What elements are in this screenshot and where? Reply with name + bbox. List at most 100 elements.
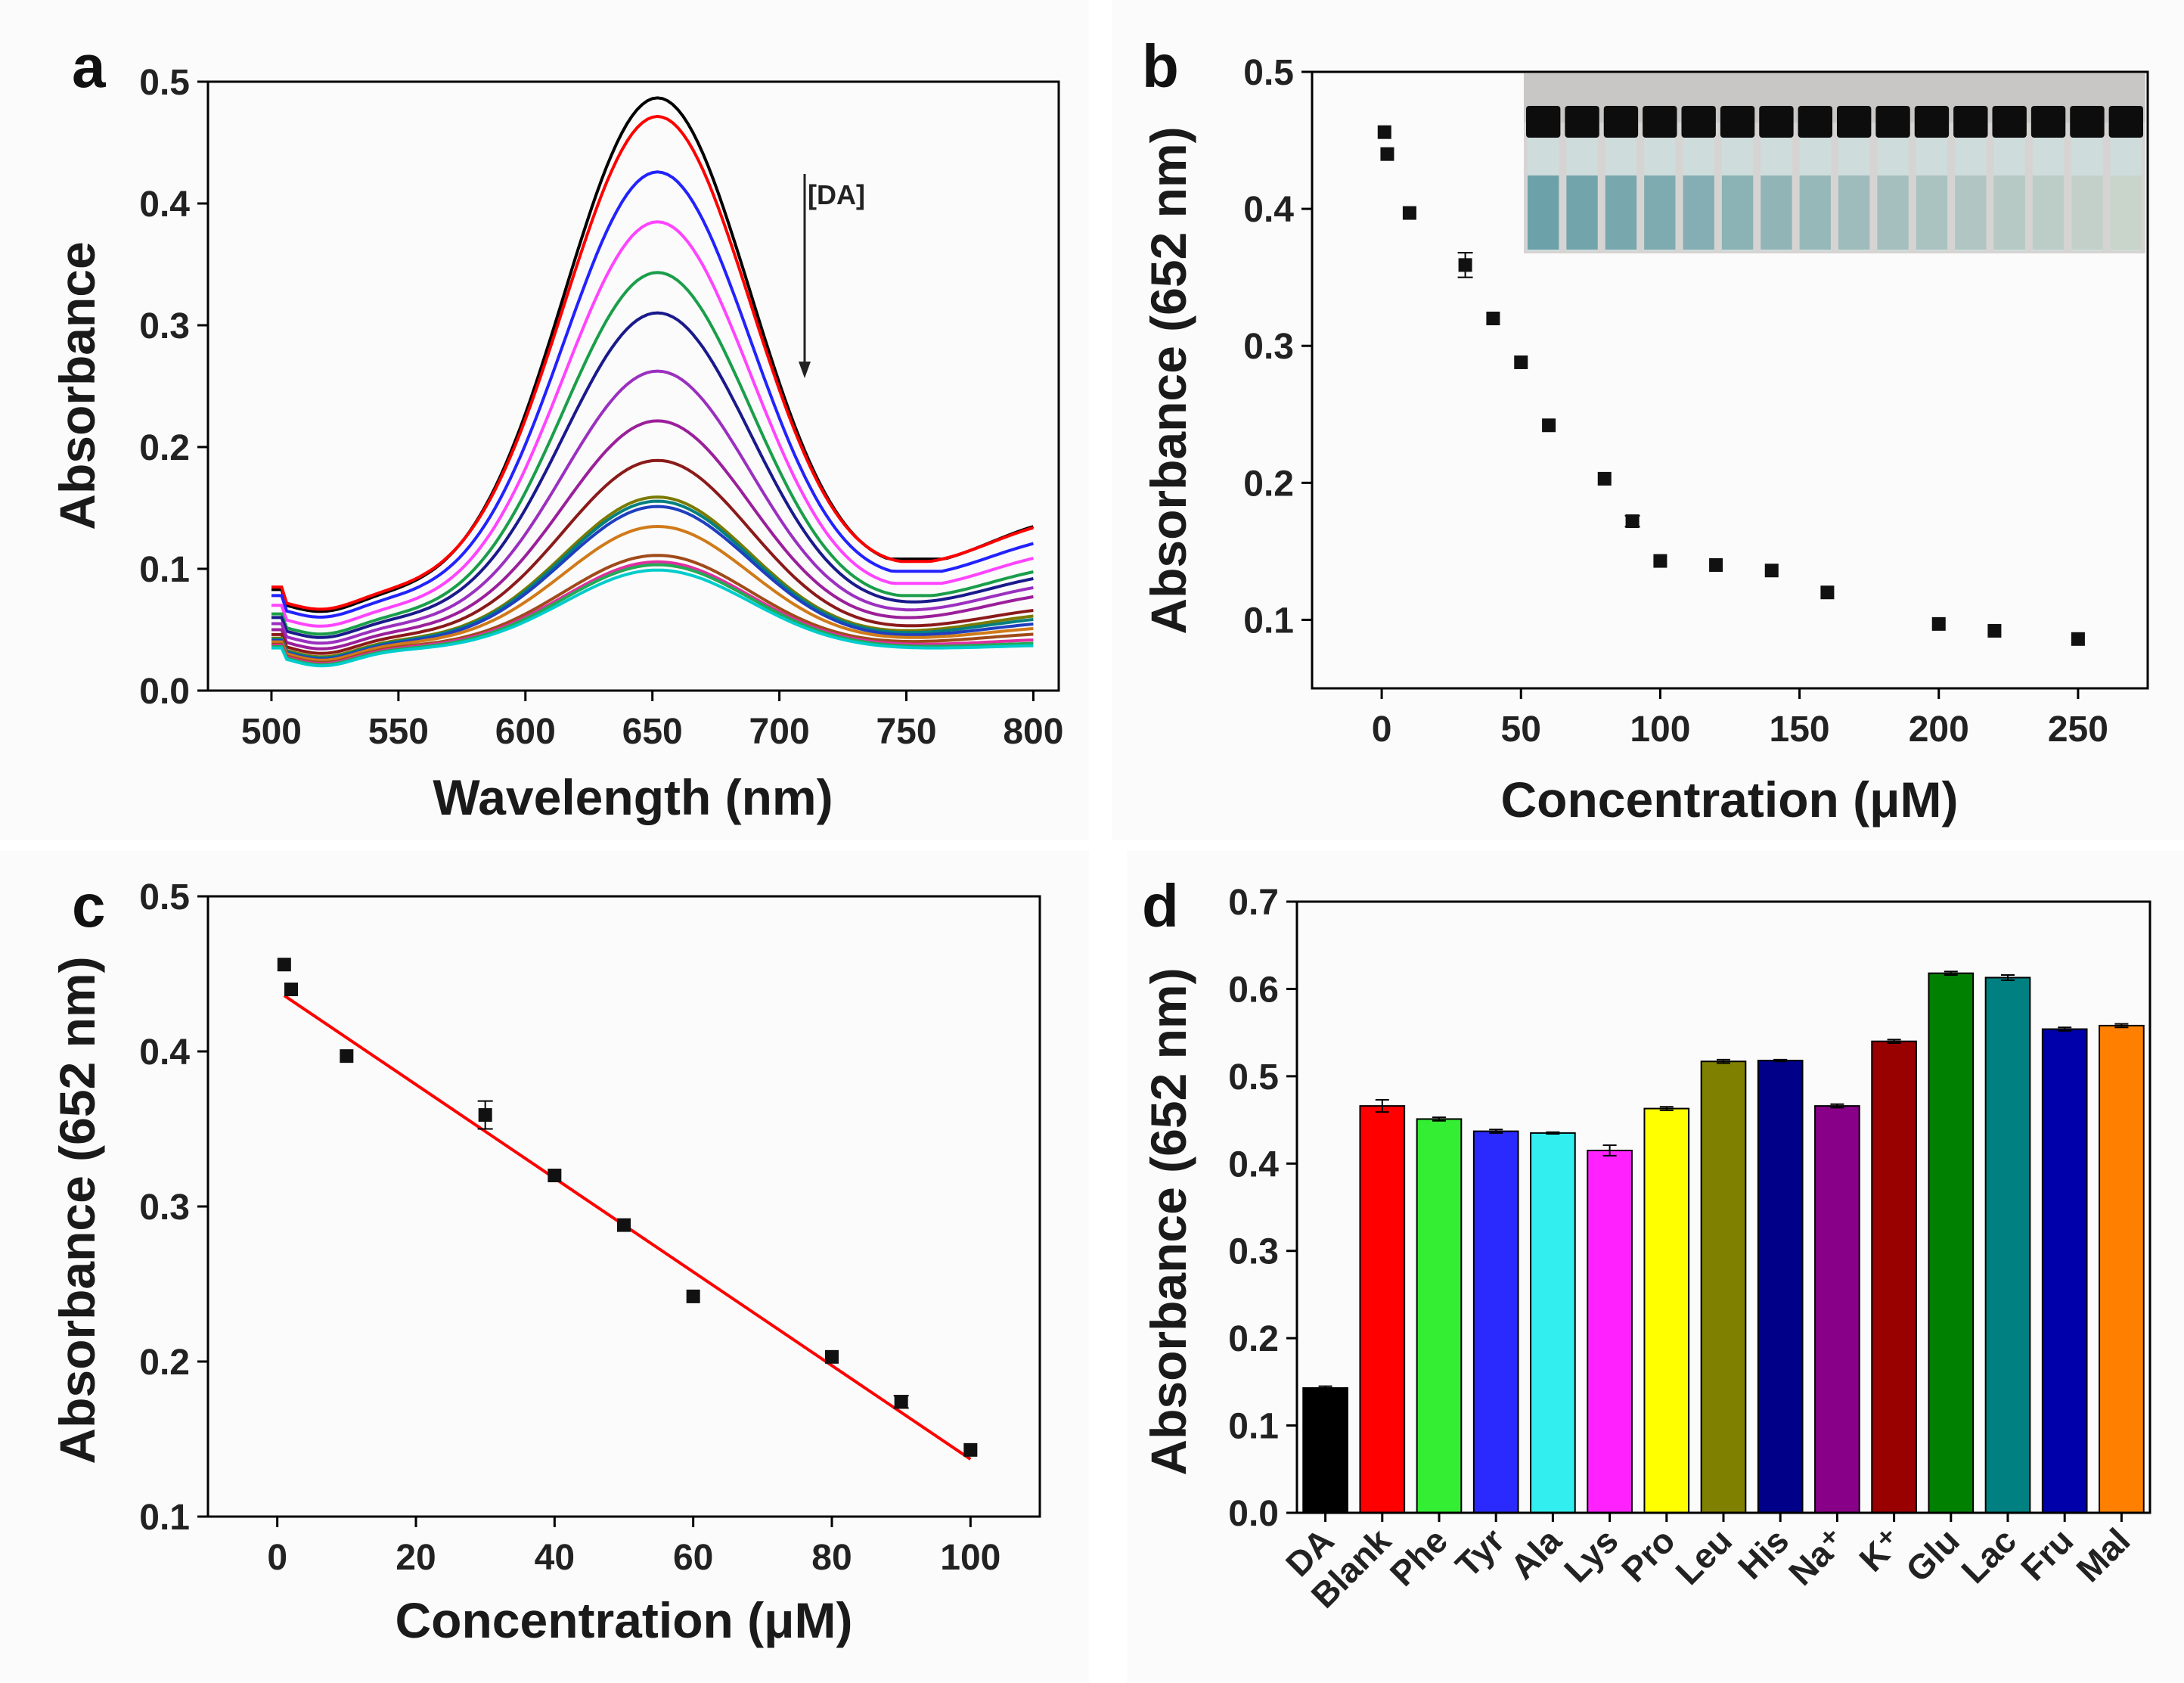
a-x-tick-label: 700 [749, 712, 810, 752]
d-y-tick-label: 0.6 [1228, 970, 1279, 1010]
vial-cap [1681, 106, 1716, 138]
vial-cap [2070, 106, 2105, 138]
c-x-tick-label: 80 [811, 1538, 852, 1578]
vial-cap [1992, 106, 2027, 138]
vial-solution [2071, 175, 2103, 250]
vial-cap [1643, 106, 1677, 138]
a-y-tick-label: 0.0 [139, 672, 190, 712]
vial-cap [1953, 106, 1988, 138]
panel-c-points [277, 958, 978, 1457]
vial-cap [1759, 106, 1794, 138]
bar-10 [1871, 1040, 1917, 1514]
vial-solution [1605, 175, 1637, 250]
b-x-tick-label: 150 [1770, 710, 1830, 750]
vial-solution [1916, 175, 1948, 250]
vial-solution [1993, 175, 2025, 250]
bar-4 [1530, 1132, 1576, 1514]
panel-d-chart: DABlankPheTyrAlaLysProLeuHisNa⁺K⁺GluLacF… [1140, 883, 2151, 1616]
absorbance-curve [271, 271, 1034, 636]
vial-solution [1955, 175, 1987, 250]
a-x-tick-label: 500 [241, 712, 302, 752]
d-y-tick-label: 0.3 [1228, 1232, 1279, 1272]
panel-letter-a: a [72, 33, 106, 100]
c-data-point [340, 1049, 354, 1064]
b-x-tick-label: 200 [1909, 710, 1969, 750]
absorbance-curve [271, 96, 1034, 613]
d-y-tick-label: 0.7 [1228, 883, 1279, 923]
vial-cap [1526, 106, 1561, 138]
panel-a-frame [206, 80, 1060, 692]
b-y-tick-label: 0.1 [1243, 601, 1294, 641]
b-data-point [1402, 206, 1416, 220]
c-data-point [478, 1108, 492, 1123]
absorbance-curve [271, 419, 1034, 651]
vial-solution [1721, 175, 1754, 250]
vial-solution [1644, 175, 1676, 250]
bar-5 [1587, 1149, 1633, 1514]
b-data-point [1377, 125, 1391, 139]
c-x-tick-label: 20 [396, 1538, 436, 1578]
vial-cap [1565, 106, 1599, 138]
vial-cap [1837, 106, 1872, 138]
vial-photo-inset [1524, 73, 2145, 253]
c-data-point [825, 1349, 839, 1364]
panel-letter-d: d [1142, 872, 1179, 939]
bar-14 [2099, 1024, 2145, 1514]
panel-a-x-axis: 500 550 600 650 700 750 800 [241, 691, 1063, 752]
absorbance-curve [271, 524, 1034, 662]
b-data-point [1764, 564, 1779, 578]
vial-cap [2108, 106, 2143, 138]
vial-solution [1528, 175, 1559, 250]
vial-solution [1566, 175, 1598, 250]
vial-solution [1683, 175, 1714, 250]
b-data-point [1987, 623, 2002, 638]
d-y-tick-label: 0.1 [1228, 1407, 1279, 1447]
vial-cap [1603, 106, 1639, 138]
d-y-tick-label: 0.5 [1228, 1057, 1279, 1098]
c-y-tick-label: 0.1 [139, 1498, 190, 1538]
b-data-point [2071, 632, 2085, 646]
da-arrow-label: [DA] [808, 179, 865, 210]
vial-solution [1877, 175, 1909, 250]
b-data-point [1625, 514, 1640, 529]
bar-6 [1643, 1107, 1690, 1514]
panel-d-y-axis-title: Absorbance (652 nm) [1140, 967, 1196, 1475]
absorbance-curve [271, 311, 1034, 639]
bar-8 [1757, 1060, 1804, 1514]
bar-9 [1814, 1105, 1860, 1514]
c-x-tick-label: 40 [535, 1538, 575, 1578]
absorbance-curve [271, 369, 1034, 645]
panel-a-y-axis: 0.0 0.1 0.2 0.3 0.4 0.5 [139, 63, 208, 712]
d-y-tick-label: 0.4 [1228, 1144, 1279, 1185]
da-arrow-head-icon [799, 362, 811, 378]
b-x-tick-label: 100 [1630, 710, 1690, 750]
panel-c-chart: 0 20 40 60 80 100 0.1 0.2 0.3 0.4 0.5 Concentrati… [49, 877, 1041, 1648]
panel-letter-c: c [72, 872, 106, 939]
c-data-point [284, 983, 298, 996]
vial-solution [2032, 175, 2065, 250]
c-y-tick-label: 0.2 [139, 1343, 190, 1383]
bar-13 [2041, 1028, 2088, 1514]
panel-c-background [0, 851, 1089, 1683]
vial-cap [1720, 106, 1755, 138]
b-data-point [1486, 312, 1500, 325]
b-data-point [1931, 616, 1946, 631]
a-x-tick-label: 750 [876, 712, 936, 752]
bar-1 [1359, 1105, 1406, 1514]
panel-c-x-axis: 0 20 40 60 80 100 [267, 1517, 1000, 1578]
c-y-tick-label: 0.4 [139, 1032, 190, 1073]
panel-a-x-axis-title: Wavelength (nm) [433, 769, 833, 825]
c-x-tick-label: 100 [940, 1538, 1000, 1578]
panel-b-x-axis: 0 50 100 150 200 250 [1372, 688, 2108, 750]
absorbance-curve [271, 220, 1034, 628]
c-x-tick-label: 0 [267, 1538, 287, 1578]
bar-11 [1928, 972, 1975, 1514]
panel-a-curves [271, 96, 1034, 668]
c-data-point [617, 1218, 631, 1232]
vial-cap [2030, 106, 2066, 138]
a-y-tick-label: 0.3 [139, 306, 190, 346]
bar-12 [1984, 977, 2031, 1514]
b-x-tick-label: 50 [1501, 710, 1541, 750]
absorbance-curve [271, 568, 1034, 668]
b-x-tick-label: 0 [1372, 710, 1392, 750]
